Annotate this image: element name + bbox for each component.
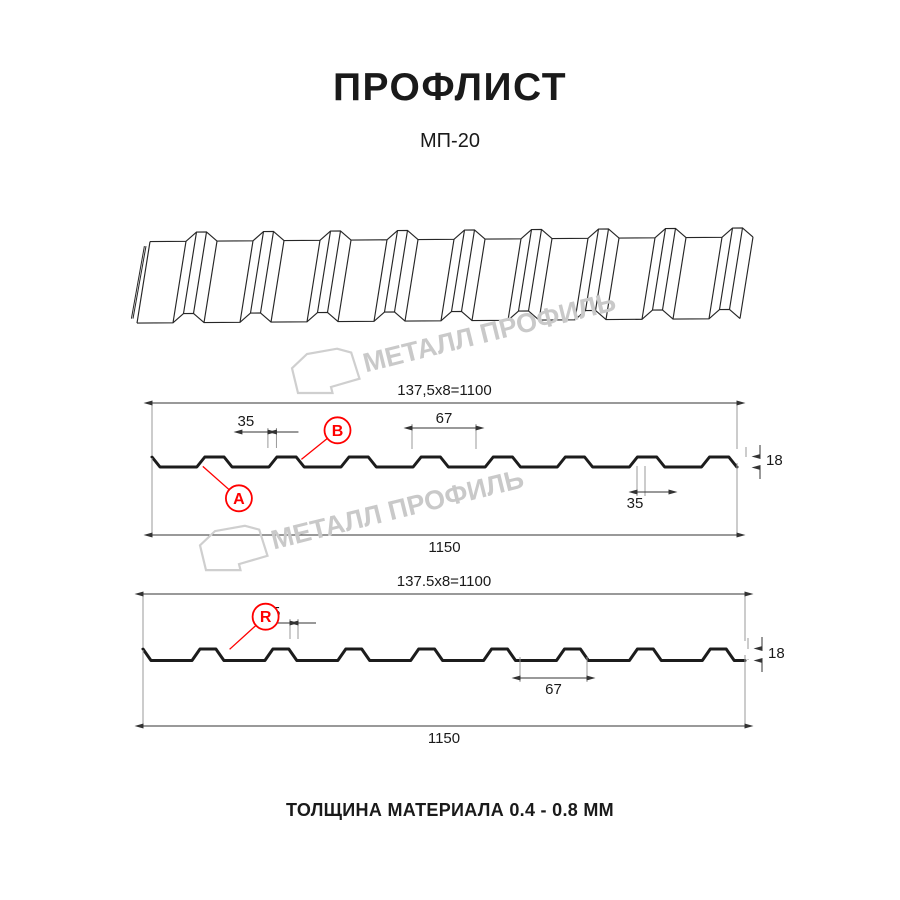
svg-text:137.5x8=1100: 137.5x8=1100 [397,573,491,590]
svg-text:67: 67 [436,410,453,427]
svg-text:18: 18 [766,452,783,469]
svg-text:35: 35 [238,413,255,430]
svg-text:A: A [233,491,245,508]
svg-text:35: 35 [627,495,644,512]
svg-text:МЕТАЛЛ ПРОФИЛЬ: МЕТАЛЛ ПРОФИЛЬ [360,286,619,378]
svg-text:1150: 1150 [428,730,460,747]
svg-text:1150: 1150 [428,539,460,556]
svg-text:137,5x8=1100: 137,5x8=1100 [397,382,491,399]
svg-text:B: B [332,423,344,440]
svg-text:R: R [260,609,272,626]
svg-text:18: 18 [768,645,785,662]
svg-text:67: 67 [545,681,562,698]
svg-text:МЕТАЛЛ ПРОФИЛЬ: МЕТАЛЛ ПРОФИЛЬ [268,463,527,555]
